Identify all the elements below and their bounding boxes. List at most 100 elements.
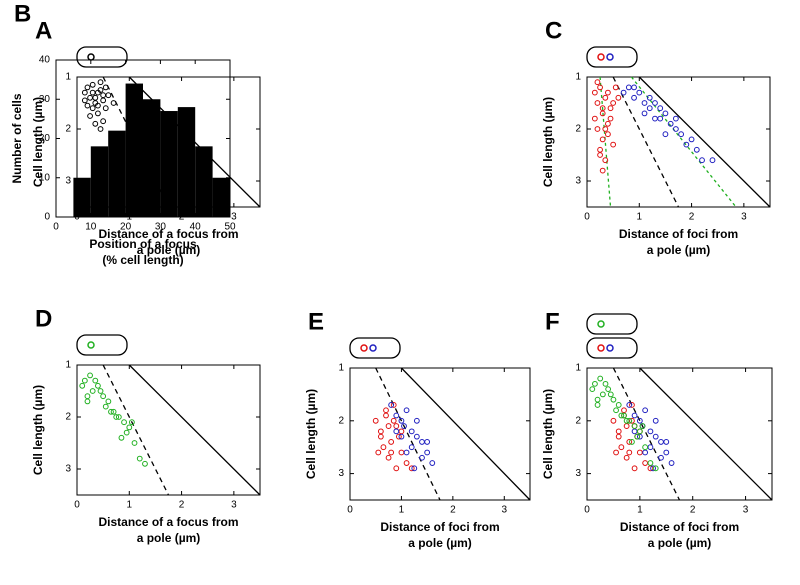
data-point [136,455,143,462]
x-tick-label: 2 [689,212,695,223]
data-point [594,126,601,132]
y-tick-label: 1 [338,363,344,374]
x-axis-label: a pole (µm) [137,243,201,257]
histogram-bar [108,130,126,217]
data-point [658,439,664,445]
data-point [123,429,130,436]
data-point [81,377,88,384]
x-axis-label: a pole (µm) [647,243,711,257]
data-point [650,465,656,472]
y-axis-label: Cell length (µm) [31,97,45,187]
panel-letter: D [35,305,52,332]
data-point [403,449,410,456]
data-point [602,94,609,101]
data-point [709,157,716,164]
data-point [652,417,659,424]
data-point [385,423,392,429]
data-point [626,449,633,456]
data-point [413,433,420,440]
cell-icon [76,334,128,356]
data-point [390,402,397,408]
data-point [663,439,670,445]
x-tick-label: 3 [231,212,237,223]
x-tick-label: 1 [399,505,405,516]
data-point [597,84,603,91]
data-point [377,428,384,435]
histogram-bar [212,177,230,217]
data-point [672,115,679,122]
data-point [388,439,395,445]
data-point [631,412,638,419]
y-tick-label: 1 [575,363,581,374]
data-point [602,380,609,387]
data-point [636,89,643,96]
plot-frame [76,364,261,496]
x-tick-label: 30 [155,222,167,233]
data-point [102,403,109,410]
data-point [113,414,120,420]
data-point [592,380,598,387]
data-point [594,396,601,403]
reference-line [102,364,170,496]
data-point [623,454,630,461]
data-point [652,115,658,122]
histogram-bar [125,83,143,217]
plot-frame [349,367,531,501]
data-point [424,439,431,445]
data-point [667,120,674,127]
data-point [408,444,415,451]
data-point [594,79,601,86]
data-point [597,146,603,153]
x-axis-label: Position of a focus [89,237,197,251]
data-point [621,412,627,419]
x-tick-label: 0 [347,505,353,516]
data-point [97,87,104,93]
data-point [401,423,407,429]
data-point [411,465,418,472]
data-point [87,113,93,119]
data-point [398,428,405,435]
panel-letter: A [35,17,52,44]
data-point [615,402,622,408]
reference-line [630,76,737,208]
x-tick-label: 3 [743,505,749,516]
data-point [641,100,648,106]
y-axis-label: Cell length (µm) [541,97,555,187]
x-tick-label: 1 [637,505,643,516]
data-point [105,398,112,405]
x-axis-label: Distance of a focus from [98,515,238,529]
data-point [610,396,617,403]
data-point [97,79,104,86]
cell-icon [586,337,638,359]
cell-focus [87,341,95,349]
cell-focus [369,344,377,352]
data-point [662,110,669,117]
data-point [699,157,705,164]
data-point [618,412,625,419]
data-point [631,428,638,435]
data-point [634,433,641,440]
data-point [81,89,88,96]
data-point [662,131,669,138]
data-point [375,449,382,456]
data-point [89,388,96,394]
data-point [626,402,633,408]
data-point [390,417,397,424]
y-tick-label: 2 [338,415,344,426]
data-point [647,428,654,435]
data-point [636,428,643,435]
x-axis-label: a pole (µm) [648,536,712,550]
data-point [631,423,638,429]
data-point [403,407,410,414]
data-point [647,444,654,451]
data-point [388,402,395,408]
x-axis-label: Distance of foci from [380,520,499,534]
data-point [693,146,700,153]
data-point [678,131,685,138]
y-tick-label: 1 [65,360,71,371]
plot-frame [586,76,771,208]
data-point [398,417,405,424]
cell-focus [606,344,614,352]
data-point [626,439,633,445]
data-point [647,460,654,466]
